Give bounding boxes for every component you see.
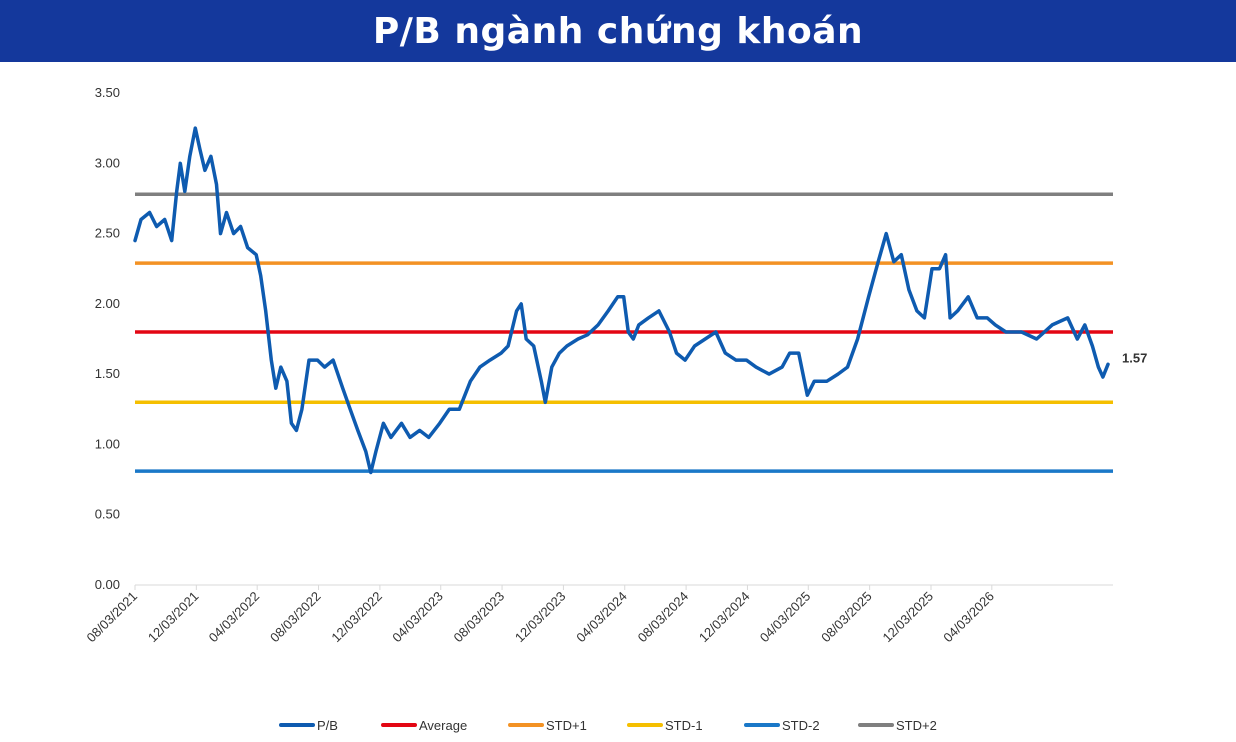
y-tick-label: 2.50	[95, 226, 120, 241]
x-tick-label: 04/03/2023	[389, 589, 446, 646]
legend-label-average: Average	[419, 718, 467, 733]
y-tick-label: 3.50	[95, 85, 120, 100]
title-bar: P/B ngành chứng khoán	[0, 0, 1236, 62]
x-tick-label: 08/03/2024	[635, 589, 692, 646]
x-tick-label: 12/03/2023	[512, 589, 569, 646]
last-value-label: 1.57	[1122, 350, 1147, 365]
x-tick-label: 04/03/2026	[940, 589, 997, 646]
y-tick-label: 0.50	[95, 507, 120, 522]
pb-line-chart: 0.00 0.50 1.00 1.50 2.00 2.50 3.00 3.50 08/03/2…	[83, 85, 1147, 733]
x-tick-label: 08/03/2021	[83, 589, 140, 646]
y-axis-ticks: 0.00 0.50 1.00 1.50 2.00 2.50 3.00 3.50	[95, 85, 120, 592]
y-tick-label: 1.50	[95, 366, 120, 381]
legend-label-stdplus-1: STD+1	[546, 718, 587, 733]
y-tick-label: 2.00	[95, 296, 120, 311]
series-line-pb	[133, 126, 1110, 475]
series-layer	[133, 126, 1110, 475]
y-tick-label: 3.00	[95, 155, 120, 170]
legend-label-std-2: STD-2	[782, 718, 820, 733]
x-tick-label: 04/03/2022	[206, 589, 263, 646]
x-tick-label: 12/03/2025	[879, 589, 936, 646]
reference-lines	[135, 192, 1113, 473]
x-tick-label: 04/03/2024	[573, 589, 630, 646]
legend: P/B Average STD+1 STD-1 STD-2 STD+2	[279, 718, 937, 733]
legend-label-pb: P/B	[317, 718, 338, 733]
x-tick-label: 12/03/2021	[145, 589, 202, 646]
x-tick-label: 08/03/2025	[818, 589, 875, 646]
x-tick-label: 08/03/2022	[267, 589, 324, 646]
x-tick-label: 12/03/2024	[696, 589, 753, 646]
x-tick-label: 04/03/2025	[757, 589, 814, 646]
x-tick-label: 08/03/2023	[451, 589, 508, 646]
y-tick-label: 0.00	[95, 577, 120, 592]
x-axis: 08/03/2021 12/03/2021 04/03/2022 08/03/2022…	[83, 584, 1113, 646]
x-tick-label: 12/03/2022	[328, 589, 385, 646]
y-tick-label: 1.00	[95, 436, 120, 451]
legend-label-stdplus-2: STD+2	[896, 718, 937, 733]
last-value-label-layer: 1.57	[1122, 350, 1147, 365]
page-title: P/B ngành chứng khoán	[372, 10, 864, 52]
legend-label-std-1: STD-1	[665, 718, 703, 733]
